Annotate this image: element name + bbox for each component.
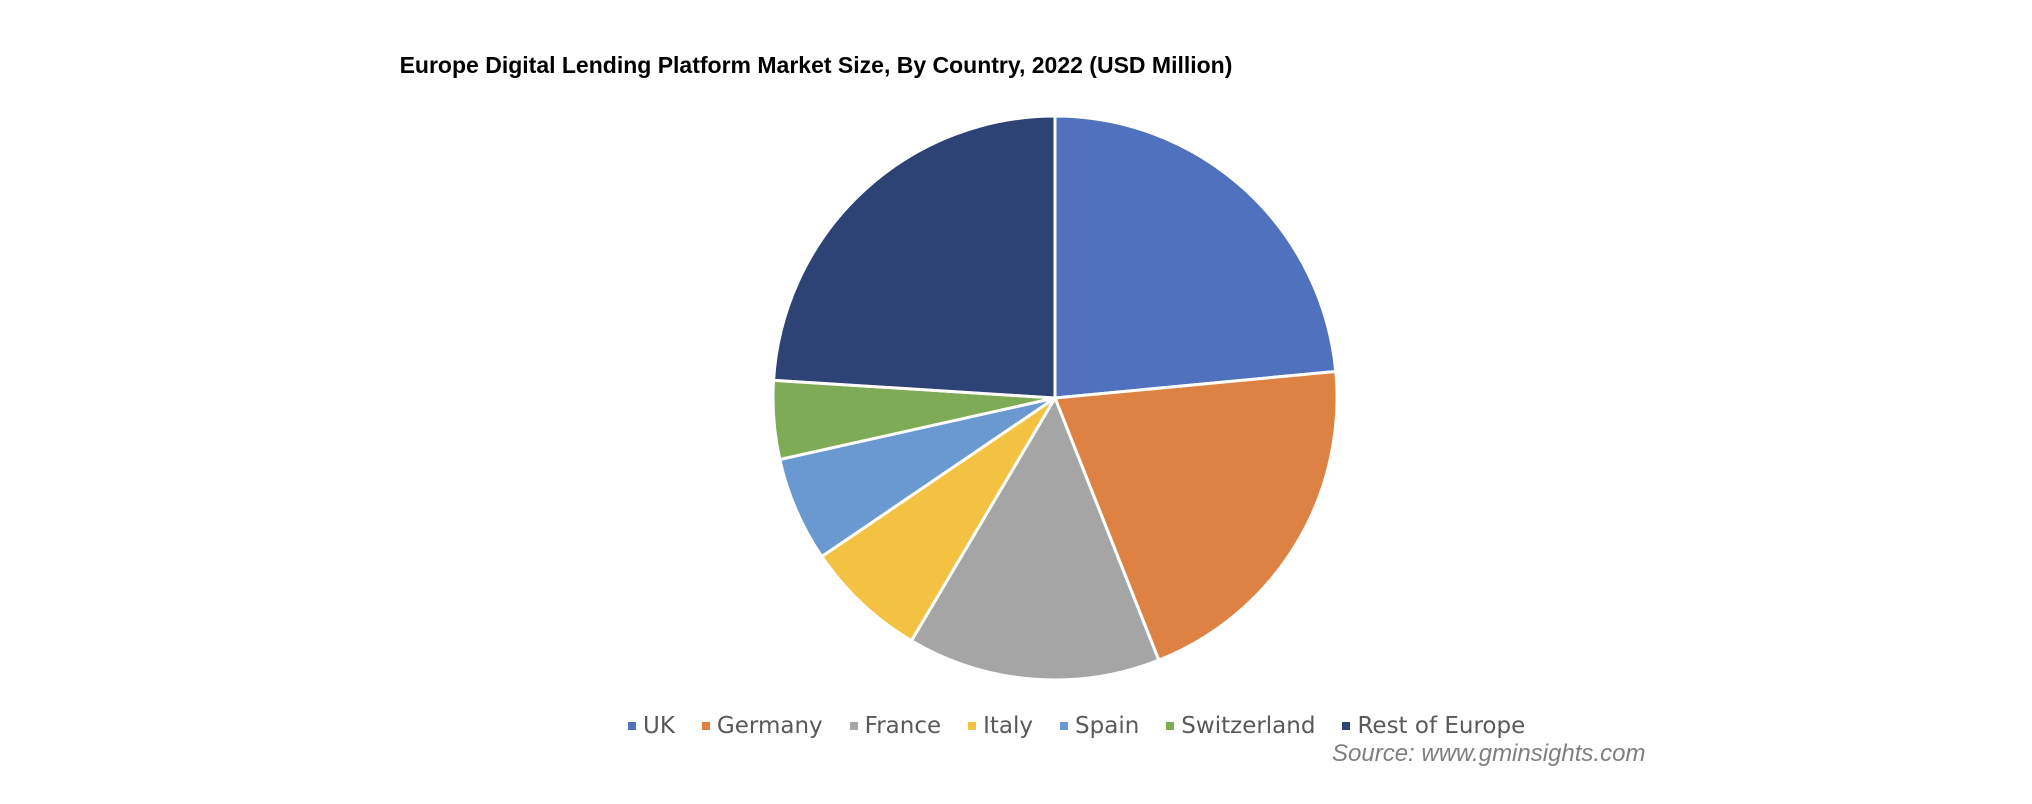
legend-swatch (849, 722, 858, 730)
legend-label: Germany (716, 713, 823, 739)
legend-item-uk: UK (628, 713, 675, 739)
legend-item-italy: Italy (968, 713, 1033, 739)
pie-slice-france (909, 394, 1161, 682)
source-note: Source: www.gminsights.com (1332, 740, 1646, 767)
legend-label: Rest of Europe (1357, 713, 1526, 739)
legend-swatch (1342, 722, 1351, 730)
chart-title: Europe Digital Lending Platform Market S… (399, 52, 1233, 78)
pie-slice-rest-of-europe (771, 114, 1057, 400)
pie-slice-germany (1052, 369, 1339, 663)
pie-slice-italy (819, 396, 1057, 643)
legend-swatch (1060, 722, 1069, 730)
chart-legend: UK Germany France Italy Spain Switzerland Rest… (628, 713, 1525, 739)
legend-label: UK (643, 713, 675, 739)
legend-item-switzerland: Switzerland (1166, 713, 1315, 739)
legend-label: Italy (983, 713, 1034, 739)
legend-item-france: France (849, 713, 942, 739)
legend-label: Switzerland (1181, 713, 1316, 739)
legend-label: Spain (1075, 713, 1140, 739)
legend-label: France (864, 713, 942, 739)
legend-swatch (1166, 722, 1175, 730)
pie-slice-uk (1053, 114, 1338, 400)
legend-swatch (968, 722, 977, 730)
legend-swatch (628, 722, 636, 730)
legend-item-germany: Germany (701, 713, 823, 739)
legend-swatch (701, 722, 710, 730)
legend-item-rest-of-europe: Rest of Europe (1342, 713, 1525, 739)
legend-item-spain: Spain (1060, 713, 1139, 739)
